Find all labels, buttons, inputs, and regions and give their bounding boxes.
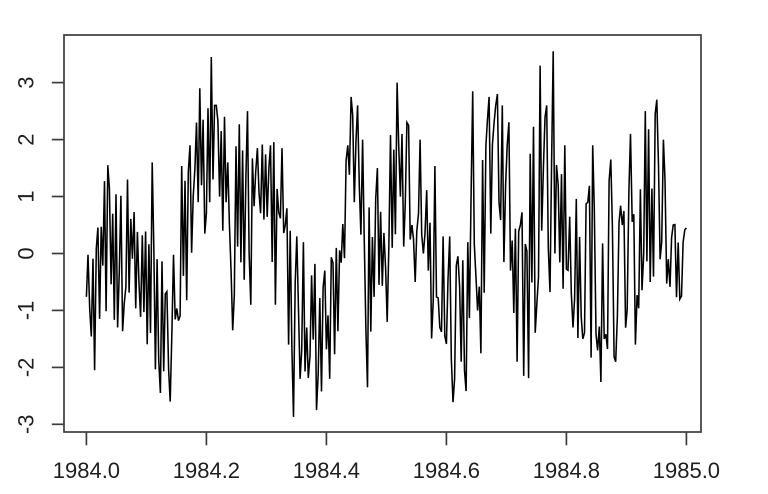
svg-text:-3: -3 [14,415,39,435]
svg-text:3: 3 [14,76,39,88]
svg-text:-1: -1 [14,301,39,321]
svg-text:1: 1 [14,190,39,202]
svg-text:1984.2: 1984.2 [173,458,240,483]
svg-text:2: 2 [14,133,39,145]
svg-text:1984.6: 1984.6 [413,458,480,483]
svg-text:1984.4: 1984.4 [293,458,360,483]
svg-text:1984.0: 1984.0 [53,458,120,483]
svg-text:1984.8: 1984.8 [533,458,600,483]
svg-text:-2: -2 [14,358,39,378]
svg-text:1985.0: 1985.0 [653,458,720,483]
svg-text:0: 0 [14,247,39,259]
